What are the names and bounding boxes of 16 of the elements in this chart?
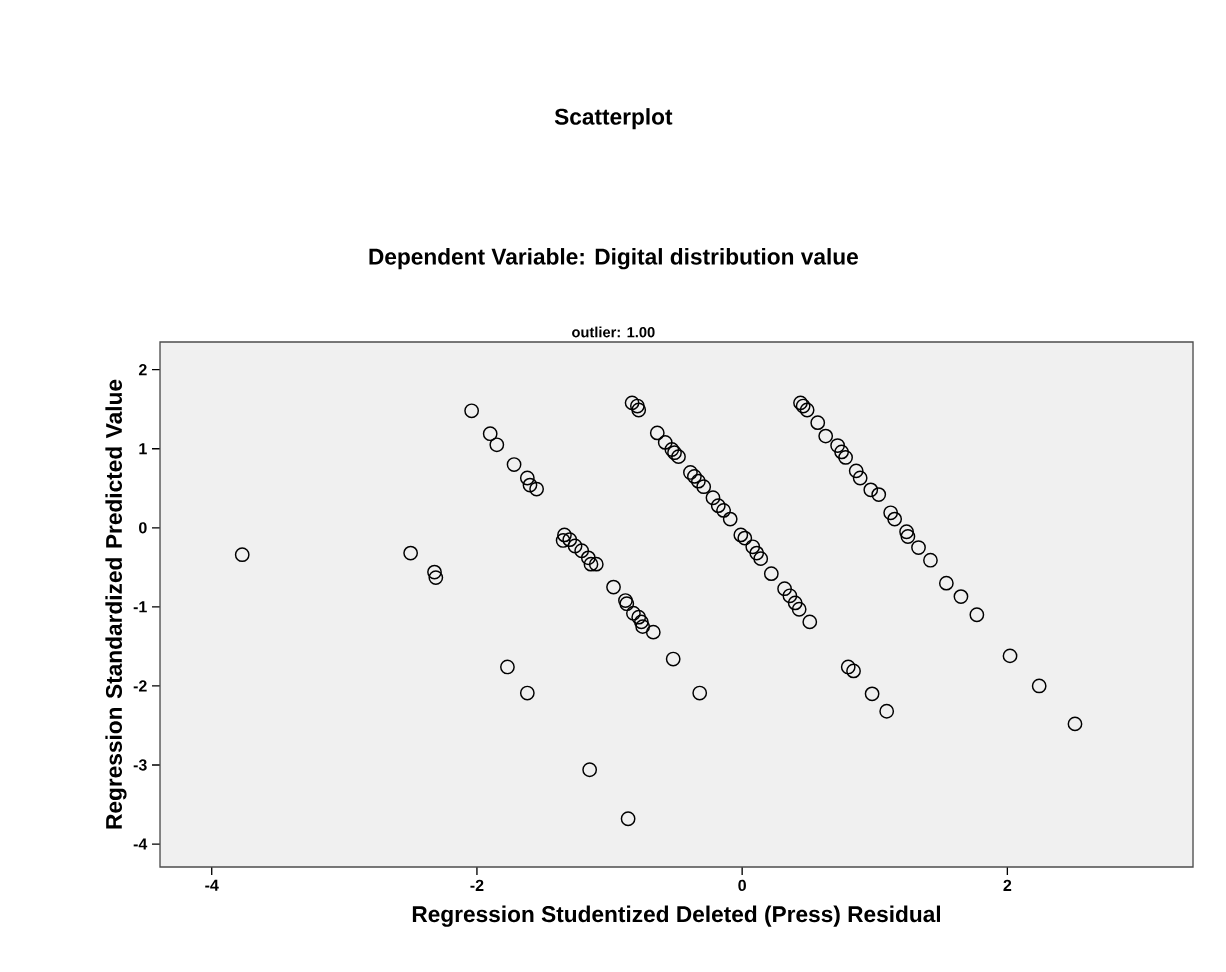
y-tick-label: 2 bbox=[138, 364, 147, 376]
y-axis-title: Regression Standardized Predicted Value bbox=[105, 379, 127, 829]
text: outlier: 1.00 bbox=[572, 326, 655, 338]
chart-title: Scatterplot bbox=[554, 108, 673, 130]
chart-subtitle: Dependent Variable: Digital distribution value bbox=[369, 248, 858, 270]
x-axis-title: Regression Studentized Deleted (Press) Residual bbox=[412, 905, 941, 927]
y-tick-label: -1 bbox=[133, 601, 147, 613]
y-tick-label: 0 bbox=[139, 522, 147, 534]
y-tick-label: -2 bbox=[133, 680, 147, 692]
x-tick-label: 2 bbox=[1003, 879, 1012, 891]
x-tick-label: -4 bbox=[205, 879, 219, 891]
y-tick-label: -3 bbox=[133, 759, 147, 771]
x-tick-label: -2 bbox=[470, 879, 484, 891]
y-tick-label: -4 bbox=[133, 838, 148, 850]
x-tick-label: 0 bbox=[738, 879, 746, 892]
y-tick-label: 1 bbox=[139, 443, 147, 455]
